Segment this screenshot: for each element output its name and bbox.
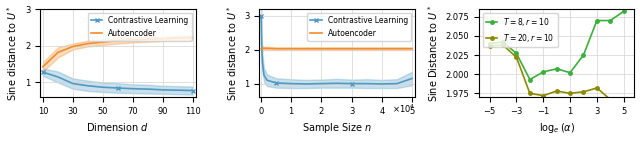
- Autoencoder: [317, 48, 325, 49]
- Autoencoder: [363, 48, 371, 49]
- Autoencoder: [144, 38, 152, 40]
- Contrastive Learning: [69, 83, 77, 84]
- Line: Contrastive Learning: Contrastive Learning: [259, 14, 414, 86]
- $T=20, r=10$: [580, 91, 588, 93]
- $T=8, r=10$: [566, 72, 574, 73]
- Y-axis label: Sine distance to $U^*$: Sine distance to $U^*$: [225, 5, 239, 101]
- $T=20, r=10$: [553, 90, 561, 92]
- Contrastive Learning: [408, 78, 416, 79]
- Autoencoder: [99, 41, 107, 43]
- Autoencoder: [84, 43, 92, 44]
- Contrastive Learning: [99, 86, 107, 88]
- Legend: $T=8, r=10$, $T=20, r=10$: $T=8, r=10$, $T=20, r=10$: [483, 13, 557, 47]
- Autoencoder: [393, 48, 401, 49]
- Contrastive Learning: [144, 88, 152, 90]
- $T=20, r=10$: [593, 87, 601, 89]
- Contrastive Learning: [257, 15, 265, 17]
- Autoencoder: [69, 46, 77, 47]
- Legend: Contrastive Learning, Autoencoder: Contrastive Learning, Autoencoder: [307, 13, 411, 41]
- Autoencoder: [257, 48, 265, 49]
- Autoencoder: [54, 51, 62, 53]
- Line: Autoencoder: Autoencoder: [261, 48, 412, 49]
- $T=8, r=10$: [486, 43, 493, 44]
- $T=20, r=10$: [499, 44, 507, 46]
- Autoencoder: [173, 37, 181, 39]
- Contrastive Learning: [393, 83, 401, 84]
- Contrastive Learning: [84, 85, 92, 87]
- Autoencoder: [39, 66, 47, 68]
- Contrastive Learning: [348, 83, 355, 84]
- Autoencoder: [114, 40, 122, 41]
- Y-axis label: Sine distance to $U^*$: Sine distance to $U^*$: [6, 5, 19, 101]
- Autoencoder: [272, 48, 280, 49]
- $T=20, r=10$: [620, 99, 628, 100]
- $T=20, r=10$: [513, 57, 520, 58]
- Line: $T=8, r=10$: $T=8, r=10$: [488, 10, 625, 81]
- Contrastive Learning: [378, 83, 386, 85]
- Autoencoder: [259, 48, 266, 49]
- X-axis label: Sample Size $n$: Sample Size $n$: [302, 121, 372, 136]
- Text: $\times10^4$: $\times10^4$: [392, 103, 415, 115]
- Autoencoder: [348, 48, 355, 49]
- Autoencoder: [287, 48, 295, 49]
- Contrastive Learning: [159, 89, 166, 91]
- Contrastive Learning: [189, 90, 196, 91]
- Contrastive Learning: [173, 89, 181, 91]
- Contrastive Learning: [258, 42, 266, 44]
- $T=8, r=10$: [593, 20, 601, 21]
- Autoencoder: [263, 48, 271, 49]
- Autoencoder: [333, 48, 340, 49]
- $T=20, r=10$: [566, 92, 574, 94]
- Autoencoder: [129, 39, 136, 41]
- $T=8, r=10$: [580, 54, 588, 56]
- Legend: Contrastive Learning, Autoencoder: Contrastive Learning, Autoencoder: [88, 13, 192, 41]
- Line: Autoencoder: Autoencoder: [43, 38, 193, 67]
- X-axis label: $\log_e(\alpha)$: $\log_e(\alpha)$: [539, 121, 575, 136]
- Line: $T=20, r=10$: $T=20, r=10$: [488, 43, 625, 101]
- Contrastive Learning: [272, 82, 280, 84]
- Contrastive Learning: [259, 62, 266, 64]
- Autoencoder: [260, 48, 268, 49]
- Autoencoder: [303, 48, 310, 49]
- Autoencoder: [408, 48, 416, 49]
- Contrastive Learning: [363, 83, 371, 84]
- Contrastive Learning: [129, 88, 136, 90]
- Contrastive Learning: [303, 83, 310, 85]
- Contrastive Learning: [333, 82, 340, 84]
- Contrastive Learning: [54, 76, 62, 78]
- $T=8, r=10$: [513, 53, 520, 54]
- Y-axis label: Sine Distance to $U^*$: Sine Distance to $U^*$: [426, 5, 440, 102]
- Contrastive Learning: [260, 74, 268, 76]
- Contrastive Learning: [287, 83, 295, 84]
- Autoencoder: [258, 48, 266, 49]
- Autoencoder: [378, 48, 386, 49]
- $T=8, r=10$: [607, 20, 614, 21]
- $T=20, r=10$: [526, 92, 534, 94]
- Contrastive Learning: [39, 71, 47, 73]
- Line: Contrastive Learning: Contrastive Learning: [41, 70, 195, 93]
- $T=20, r=10$: [540, 95, 547, 96]
- $T=8, r=10$: [553, 68, 561, 70]
- $T=8, r=10$: [540, 71, 547, 73]
- $T=20, r=10$: [486, 45, 493, 47]
- X-axis label: Dimension $d$: Dimension $d$: [86, 121, 149, 133]
- Contrastive Learning: [317, 83, 325, 84]
- Contrastive Learning: [263, 79, 271, 81]
- $T=8, r=10$: [620, 11, 628, 12]
- Contrastive Learning: [114, 87, 122, 89]
- $T=20, r=10$: [607, 99, 614, 100]
- $T=8, r=10$: [526, 79, 534, 80]
- Autoencoder: [189, 37, 196, 38]
- Autoencoder: [159, 38, 166, 40]
- $T=8, r=10$: [499, 41, 507, 43]
